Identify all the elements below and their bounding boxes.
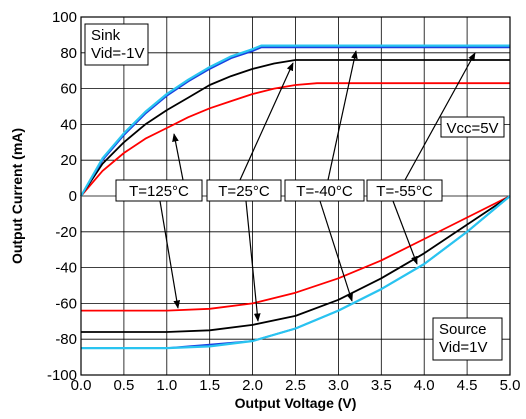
- x-tick-labels: 0.0 0.5 1.0 1.5 2.0 2.5 3.0 3.5 4.0 4.5 5.0: [71, 377, 521, 394]
- vcc-label-text: Vcc=5V: [446, 120, 498, 137]
- annotation-arrow: [245, 200, 261, 322]
- annotation-arrow: [159, 200, 181, 309]
- y-tick-label: 60: [60, 81, 77, 98]
- y-tick-label: 40: [60, 116, 77, 133]
- sink-label-text: Sink: [91, 27, 121, 44]
- x-tick-label: 3.5: [371, 377, 392, 394]
- x-tick-label: 4.5: [457, 377, 478, 394]
- series-1-sink-line: [80, 59, 510, 197]
- series-0-sink-line: [80, 82, 510, 197]
- x-tick-label: 0.5: [113, 377, 134, 394]
- source-label-text: Vid=1V: [439, 339, 488, 356]
- x-tick-label: 5.0: [500, 377, 521, 394]
- y-tick-label: -20: [55, 224, 77, 241]
- temp-label-1-text: T=25°C: [218, 183, 270, 200]
- x-tick-label: 2.5: [285, 377, 306, 394]
- series-2-sink-line: [80, 46, 510, 197]
- x-axis-label: Output Voltage (V): [235, 395, 357, 411]
- series-3-source-line: [81, 195, 511, 350]
- y-tick-labels: 100 80 60 40 20 0 -20 -40 -60 -80 -100: [47, 9, 77, 384]
- series-1-source-line: [81, 195, 511, 333]
- vcc-label-box: [440, 116, 505, 138]
- annotation-arrow: [392, 200, 418, 265]
- plot-frame: [80, 16, 511, 376]
- y-tick-label: -40: [55, 260, 77, 277]
- y-axis-label: Output Current (mA): [9, 128, 25, 264]
- y-tick-label: 20: [60, 152, 77, 169]
- series-0-source-line: [81, 195, 511, 312]
- temp-label-2-text: T=-40°C: [296, 183, 353, 200]
- source-label-box: [432, 317, 503, 361]
- x-tick-label: 1.5: [199, 377, 220, 394]
- temp-label-2-box: [284, 179, 365, 202]
- annotation-arrow: [239, 62, 294, 181]
- annotation-arrows: [159, 50, 476, 322]
- x-tick-label: 3.0: [328, 377, 349, 394]
- y-tick-label: 80: [60, 45, 77, 62]
- temp-label-3-box: [366, 179, 443, 202]
- temp-label-0-box: [115, 179, 203, 202]
- annotation-arrow: [327, 50, 358, 181]
- annotation-arrow: [404, 52, 476, 181]
- y-tick-label: -80: [55, 331, 77, 348]
- y-tick-label: -60: [55, 295, 77, 312]
- annotation-arrow: [319, 200, 353, 302]
- x-tick-label: 0.0: [71, 377, 92, 394]
- series-3-sink-line: [80, 44, 510, 197]
- annotation-arrow: [172, 133, 184, 181]
- y-tick-label: 0: [69, 188, 77, 205]
- y-tick-label: -100: [47, 367, 77, 384]
- source-label-text: Source: [439, 321, 487, 338]
- sink-label-box: [84, 23, 149, 66]
- temp-label-1-box: [206, 179, 282, 202]
- sink-label-text: Vid=-1V: [91, 45, 145, 62]
- x-tick-label: 4.0: [414, 377, 435, 394]
- x-tick-label: 2.0: [242, 377, 263, 394]
- x-tick-label: 1.0: [156, 377, 177, 394]
- y-tick-label: 100: [52, 9, 77, 26]
- curves: [80, 44, 511, 350]
- temp-label-3-text: T=-55°C: [376, 183, 433, 200]
- temp-label-0-text: T=125°C: [129, 183, 189, 200]
